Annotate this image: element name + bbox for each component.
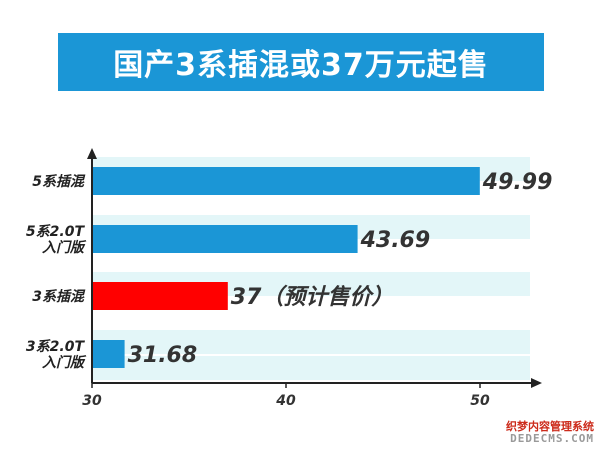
category-label: 3系2.0T <box>26 339 86 355</box>
category-label: 入门版 <box>42 354 87 371</box>
title-banner: 国产3系插混或37万元起售 <box>58 33 544 91</box>
bar-value-label: 49.99 <box>482 170 553 195</box>
axes <box>87 148 542 388</box>
bar-value-label: 37（预计售价） <box>231 284 394 310</box>
category-label: 3系插混 <box>32 288 86 305</box>
x-tick-label: 30 <box>82 393 102 409</box>
bar-value-label: 43.69 <box>360 228 431 253</box>
bars-group <box>92 167 480 368</box>
bar <box>92 282 228 310</box>
category-label: 5系插混 <box>32 173 86 190</box>
x-ticks: 30 40 50 <box>82 383 490 409</box>
row-stripe <box>92 356 530 380</box>
row-stripe <box>92 330 530 354</box>
watermark: 织梦内容管理系统 DEDECMS.COM <box>506 419 594 446</box>
y-axis-arrow <box>87 148 97 159</box>
value-labels: 49.99 43.69 37（预计售价） 31.68 <box>128 170 553 368</box>
bar <box>92 167 480 195</box>
category-label: 入门版 <box>42 239 87 256</box>
bar <box>92 225 358 253</box>
bar-value-label: 31.68 <box>128 343 198 368</box>
watermark-text-en: DEDECMS.COM <box>510 432 594 446</box>
chart-title: 国产3系插混或37万元起售 <box>113 48 489 83</box>
x-axis-arrow <box>531 378 542 388</box>
category-label: 5系2.0T <box>26 224 86 240</box>
x-tick-label: 50 <box>470 393 490 409</box>
x-tick-label: 40 <box>275 393 296 409</box>
watermark-text-cn: 织梦内容管理系统 <box>506 419 594 433</box>
bar <box>92 340 125 368</box>
